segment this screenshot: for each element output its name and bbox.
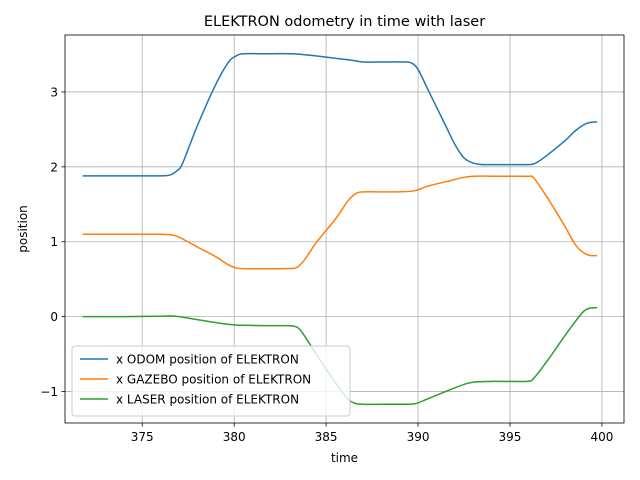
series-line-3: [82, 306, 598, 406]
x-tick-label: 400: [590, 430, 613, 444]
x-tick-label: 395: [499, 430, 522, 444]
x-tick-label: 380: [223, 430, 246, 444]
legend-label-2: x GAZEBO position of ELEKTRON: [116, 373, 311, 387]
y-tick-label: 2: [50, 160, 58, 174]
ticks: 375 380 385 390 395 400 −1 0 1 2 3: [40, 85, 613, 444]
series-line-1: [82, 52, 598, 177]
series-lines: [82, 52, 598, 406]
y-axis-label: position: [16, 205, 30, 253]
legend-box: [71, 345, 351, 417]
legend-label-1: x ODOM position of ELEKTRON: [116, 353, 299, 367]
x-axis-label: time: [331, 451, 358, 465]
legend: x ODOM position of ELEKTRON x GAZEBO posi…: [71, 345, 351, 417]
axes-frame: [64, 34, 625, 424]
series-line-2: [82, 175, 598, 270]
legend-label-3: x LASER position of ELEKTRON: [116, 393, 299, 407]
y-tick-label: −1: [40, 385, 58, 399]
x-tick-label: 375: [131, 430, 154, 444]
y-tick-label: 1: [50, 235, 58, 249]
y-tick-label: 3: [50, 85, 58, 99]
x-tick-label: 385: [315, 430, 338, 444]
chart-title: ELEKTRON odometry in time with laser: [204, 14, 485, 30]
x-tick-label: 390: [407, 430, 430, 444]
y-tick-label: 0: [50, 310, 58, 324]
